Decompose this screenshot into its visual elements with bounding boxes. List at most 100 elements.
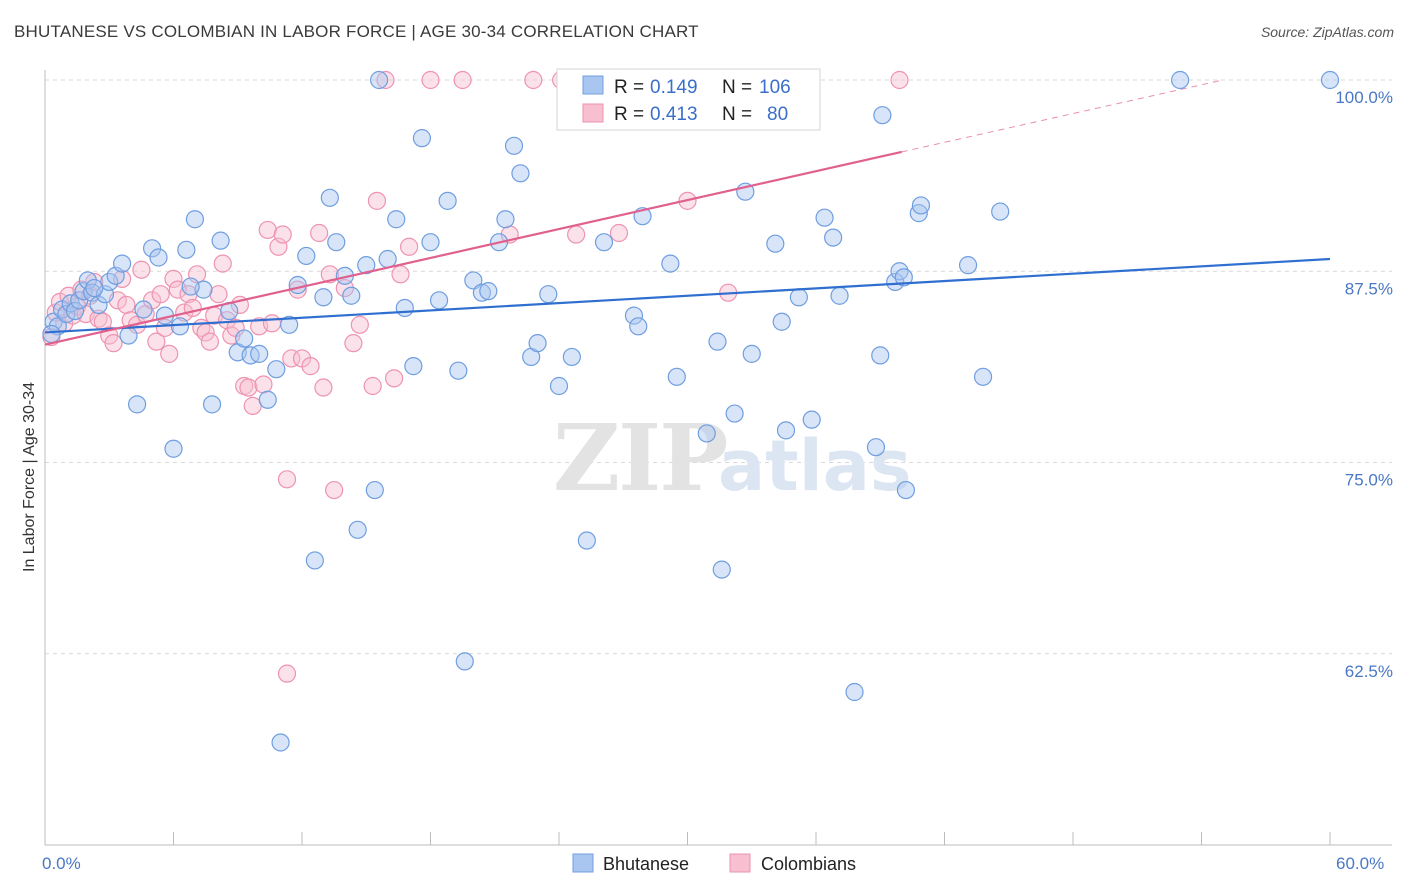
stats-legend: R = 0.149 N = 106 R = 0.413 N = 80 [556,68,821,131]
bhutanese-point [629,317,648,336]
colombian-trend-line [44,150,902,346]
y-tick-label: 75.0% [1345,471,1393,490]
bhutanese-point [1170,70,1190,90]
colombian-point [132,260,151,279]
bhutanese-point [250,344,269,363]
legend-n-label-1: N = [722,77,752,98]
watermark-atlas: atlas [718,425,912,507]
bhutanese-point [365,480,384,500]
colombian-point [213,254,232,273]
bhutanese-point [504,136,524,155]
y-tick-label: 87.5% [1345,279,1393,298]
bhutanese-point [479,282,498,301]
legend-swatch-bhutanese [582,75,604,95]
bhutanese-point [511,164,530,183]
bhutanese-point [404,357,423,376]
colombian-point [399,237,419,256]
colombian-trend-extension [901,79,1224,153]
colombian-point [453,70,472,90]
bhutanese-point [127,395,147,414]
x-tick-marks [44,832,1331,845]
colombian-point [325,480,344,500]
colombian-point [147,332,166,351]
bottom-legend-label-colombian: Colombians [761,854,856,874]
colombian-point [384,369,404,388]
bhutanese-point [119,326,138,345]
bhutanese-point [395,298,414,318]
bhutanese-point [845,682,864,702]
bhutanese-point [267,360,286,379]
bottom-legend-swatch-bhutanese [572,853,594,873]
bhutanese-point [449,361,468,380]
bhutanese-point [134,300,153,319]
bhutanese-point [815,208,834,227]
bhutanese-point [142,239,162,258]
colombian-point [209,285,228,304]
bhutanese-point [280,315,299,334]
colombian-point [314,378,333,397]
bhutanese-point [667,367,686,386]
legend-r-value-1: 0.149 [650,77,698,98]
colombian-point [164,269,183,288]
bhutanese-point [712,560,731,579]
bhutanese-point [327,233,346,252]
legend-r-label-1: R = [614,77,644,98]
bhutanese-point [89,295,108,315]
bhutanese-point [624,306,644,325]
bhutanese-point [1320,70,1340,90]
legend-r-value-2: 0.413 [650,104,698,125]
legend-n-value-1: 106 [759,77,791,98]
series-legend: Bhutanese Colombians [572,853,856,874]
bhutanese-point [866,438,886,457]
bhutanese-point [766,234,785,253]
bhutanese-point [886,272,905,292]
bhutanese-point [185,210,205,229]
bhutanese-point [85,278,104,298]
bhutanese-point [297,246,316,266]
bhutanese-point [802,410,821,429]
bhutanese-point [342,286,361,305]
bhutanese-point [894,268,913,287]
bhutanese-point [594,233,614,252]
colombian-point [376,70,395,90]
bhutanese-point [235,329,254,348]
bhutanese-point [170,317,190,336]
bhutanese-point [871,346,890,365]
bhutanese-point [725,404,744,423]
colombian-point [367,191,387,210]
legend-r-label-2: R = [614,104,644,125]
bhutanese-point [314,288,333,307]
colombian-point [273,225,292,244]
colombian-point [277,664,297,683]
bhutanese-point [973,367,993,386]
colombian-point [239,378,258,397]
bhutanese-trend-line [44,257,1331,334]
bhutanese-point [258,390,277,409]
legend-n-label-2: N = [722,104,752,125]
colombian-point [258,220,277,240]
bhutanese-point [562,347,581,367]
bhutanese-point [181,277,200,296]
chart-source: Source: ZipAtlas.com [1260,24,1394,40]
bhutanese-point [202,395,222,414]
colombian-point [200,332,220,351]
bhutanese-point [549,376,569,396]
bhutanese-point [305,551,324,570]
watermark-zip: ZIP [553,404,726,512]
bhutanese-point [378,249,397,269]
bottom-legend-label-bhutanese: Bhutanese [603,854,689,874]
y-tick-label: 100.0% [1335,88,1393,107]
bhutanese-point [697,424,716,443]
bhutanese-point [412,129,432,148]
colombian-point [890,70,909,90]
colombian-point [301,357,320,376]
colombian-point [151,285,170,304]
bhutanese-point [211,231,230,250]
colombian-point [160,344,179,363]
colombian-point [391,265,410,284]
colombian-point [104,334,123,353]
bhutanese-point [370,70,389,90]
bhutanese-point [348,520,367,539]
bhutanese-point [65,301,85,321]
bhutanese-point [177,240,196,259]
